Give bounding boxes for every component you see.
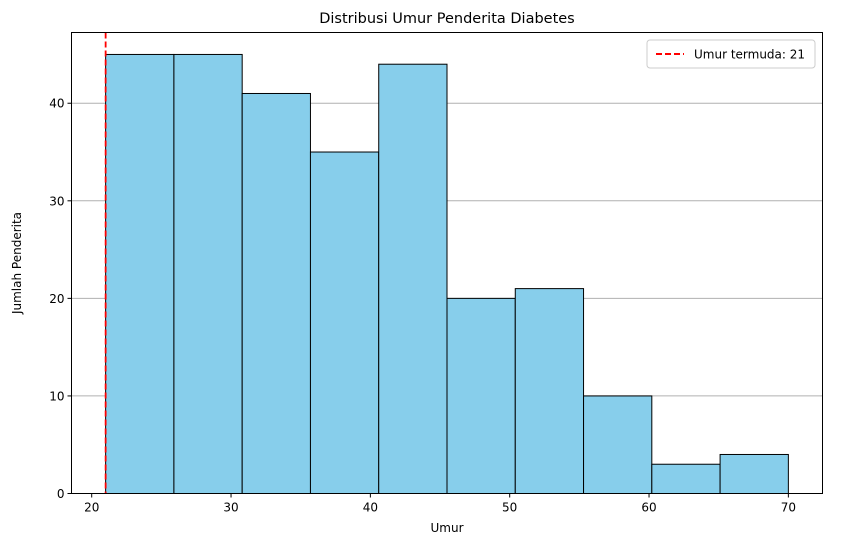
x-tick-label: 30: [223, 501, 238, 515]
x-tick-label: 50: [502, 501, 517, 515]
x-axis-ticks: 20 30 40 50 60 70: [84, 493, 796, 515]
y-axis-label: Jumlah Penderita: [10, 212, 24, 315]
x-tick-label: 70: [781, 501, 796, 515]
histogram-bar: [105, 53, 175, 494]
histogram-bar: [514, 288, 585, 494]
y-tick-label: 30: [49, 194, 64, 208]
x-tick-label: 60: [641, 501, 656, 515]
histogram-bar: [378, 63, 448, 495]
x-tick-label: 40: [363, 501, 378, 515]
histogram-bar: [309, 151, 380, 494]
legend-label: Umur termuda: 21: [694, 48, 805, 62]
bars: [105, 53, 789, 495]
histogram-bar: [446, 297, 516, 495]
chart-title: Distribusi Umur Penderita Diabetes: [319, 11, 575, 27]
histogram-bar: [583, 395, 653, 495]
y-axis-ticks: 0 10 20 30 40: [49, 97, 72, 501]
legend: Umur termuda: 21: [646, 39, 816, 69]
y-tick-label: 40: [49, 97, 64, 111]
histogram-bar: [241, 92, 311, 495]
histogram-bar: [173, 53, 243, 494]
plot-frame: [71, 32, 823, 494]
x-tick-label: 20: [84, 501, 99, 515]
y-tick-label: 20: [49, 292, 64, 306]
y-tick-label: 0: [57, 487, 65, 501]
legend-box: [646, 39, 816, 69]
y-tick-label: 10: [49, 389, 64, 403]
histogram-bar: [651, 463, 721, 495]
x-axis-label: Umur: [430, 521, 463, 535]
histogram-bar: [719, 453, 789, 494]
